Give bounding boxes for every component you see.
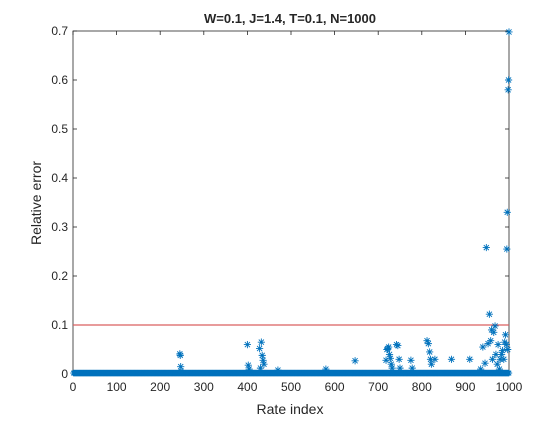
x-tick-label: 200 [150,380,170,394]
data-point [500,355,508,363]
data-point [487,337,495,345]
x-tick-label: 1000 [496,380,523,394]
data-point [177,363,185,371]
x-tick-label: 800 [412,380,432,394]
y-tick-label: 0 [61,367,68,381]
data-point [322,365,330,373]
x-tick-label: 300 [194,380,214,394]
data-point [257,338,265,346]
data-point [466,355,474,363]
data-point [504,76,513,84]
data-point [503,208,511,216]
y-tick-label: 0.3 [51,220,68,234]
data-point [503,245,511,253]
data-point [385,343,393,351]
data-point [258,351,266,359]
data-point [491,322,499,330]
x-axis-label: Rate index [257,401,324,417]
data-point [501,338,509,346]
x-tick-label: 400 [237,380,257,394]
data-point [395,355,403,363]
data-point [387,360,395,368]
data-point [495,365,504,373]
data-point [274,366,282,374]
data-point [407,356,415,364]
data-point [388,364,396,372]
data-point [426,355,435,363]
data-point [427,360,435,368]
data-point [479,343,487,351]
data-point [504,345,512,354]
data-point [385,350,394,358]
x-tick-label: 600 [325,380,345,394]
x-tick-label: 900 [455,380,475,394]
chart-title: W=0.1, J=1.4, T=0.1, N=1000 [204,11,376,26]
data-point [351,357,359,365]
data-point [488,355,497,363]
data-point [484,340,492,348]
y-tick-label: 0.6 [51,73,68,87]
data-point [426,348,434,356]
data-point [494,341,502,349]
y-tick-label: 0.1 [51,318,68,332]
data-point [423,337,431,345]
data-point [259,356,267,364]
x-tick-label: 700 [368,380,388,394]
data-point [497,350,506,358]
data-point [408,364,416,372]
data-point [498,346,507,355]
data-point [505,28,513,36]
data-point [502,341,510,349]
y-tick-label: 0.4 [51,171,68,185]
data-point [386,354,395,362]
y-tick-label: 0.5 [51,122,68,136]
y-axis-label: Relative error [28,161,44,245]
data-point [260,360,268,368]
y-tick-label: 0.2 [51,269,68,283]
plot-area: 0 100 200 300 400 500 600 700 800 900 1000 0 0.1 0.2 0… [51,24,522,394]
data-point [490,328,498,336]
data-point [256,344,264,353]
axes-box [72,30,510,375]
data-point [243,341,251,349]
data-point [477,365,485,373]
data-point [431,355,439,363]
data-point [176,351,184,359]
data-point [481,359,489,367]
data-point [505,369,513,377]
x-tick-label: 500 [281,380,301,394]
data-point [424,340,432,348]
data-point [244,361,252,369]
data-point [396,364,404,372]
y-tick-label: 0.7 [51,24,68,38]
data-point [501,331,510,339]
data-point [482,243,490,252]
data-point [177,367,185,375]
x-tick-label: 0 [70,380,77,394]
data-point [485,310,493,318]
data-point [493,360,501,368]
baseline-points [70,369,513,377]
data-point [447,355,456,363]
x-tick-label: 100 [107,380,127,394]
data-point [504,86,512,94]
data-point [256,364,265,372]
data-point [382,356,390,364]
data-point [245,365,253,373]
data-point [492,350,500,358]
data-point [394,341,402,350]
